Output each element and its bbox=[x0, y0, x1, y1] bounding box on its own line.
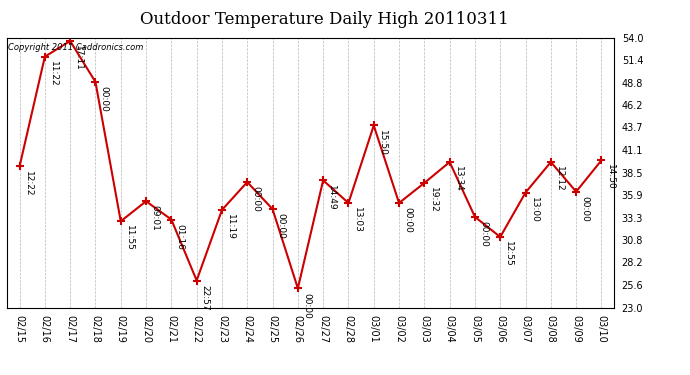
Text: 00:00: 00:00 bbox=[302, 292, 311, 318]
Text: 11:55: 11:55 bbox=[125, 225, 134, 251]
Text: 12:55: 12:55 bbox=[504, 241, 513, 267]
Text: 00:00: 00:00 bbox=[251, 186, 260, 212]
Text: 13:34: 13:34 bbox=[454, 166, 463, 192]
Text: 15:50: 15:50 bbox=[378, 130, 387, 156]
Text: 00:00: 00:00 bbox=[277, 213, 286, 239]
Text: Outdoor Temperature Daily High 20110311: Outdoor Temperature Daily High 20110311 bbox=[140, 11, 509, 28]
Text: 13:00: 13:00 bbox=[530, 197, 539, 223]
Text: 00:00: 00:00 bbox=[403, 207, 412, 233]
Text: 14:49: 14:49 bbox=[327, 184, 336, 210]
Text: 00:00: 00:00 bbox=[479, 221, 488, 247]
Text: 00:00: 00:00 bbox=[99, 86, 108, 112]
Text: 09:01: 09:01 bbox=[150, 206, 159, 231]
Text: 12:12: 12:12 bbox=[555, 166, 564, 192]
Text: 17:11: 17:11 bbox=[75, 45, 83, 71]
Text: 14:50: 14:50 bbox=[606, 165, 615, 190]
Text: 19:32: 19:32 bbox=[428, 187, 437, 213]
Text: 11:19: 11:19 bbox=[226, 214, 235, 240]
Text: 22:57: 22:57 bbox=[201, 285, 210, 310]
Text: 11:22: 11:22 bbox=[49, 61, 58, 87]
Text: Copyright 2011 Caddronics.com: Copyright 2011 Caddronics.com bbox=[8, 43, 144, 52]
Text: 00:00: 00:00 bbox=[580, 196, 589, 222]
Text: 12:22: 12:22 bbox=[23, 171, 32, 196]
Text: 01:16: 01:16 bbox=[175, 224, 184, 250]
Text: 13:03: 13:03 bbox=[353, 207, 362, 233]
